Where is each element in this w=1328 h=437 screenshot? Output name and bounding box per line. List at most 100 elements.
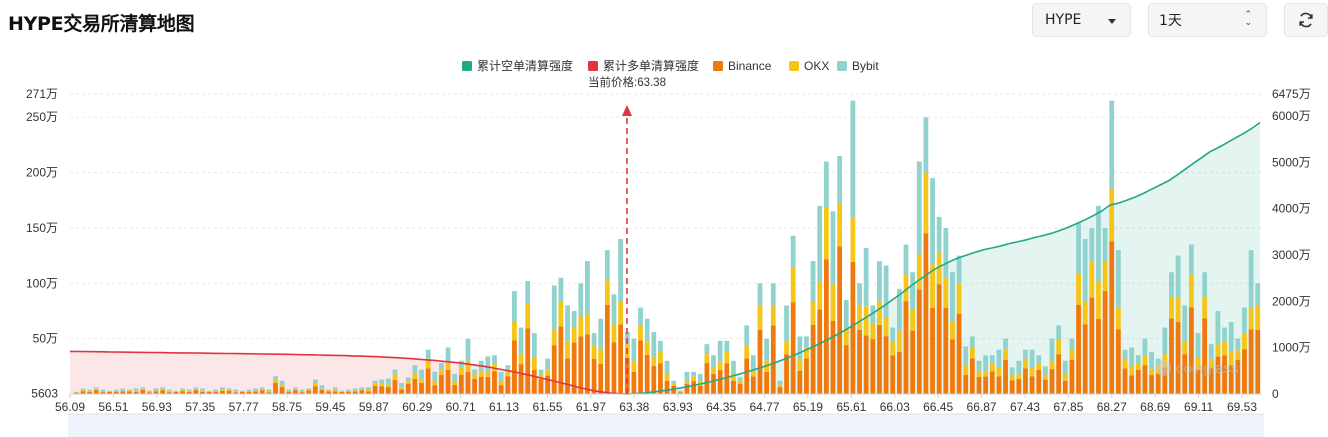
bar-segment-bybit — [684, 371, 690, 381]
bar-segment-okx — [259, 388, 265, 391]
bar-segment-okx — [890, 340, 896, 356]
x-axis-tick-label: 65.19 — [793, 400, 823, 414]
bar-segment-bybit — [1182, 305, 1188, 341]
bar-segment-bybit — [120, 388, 126, 391]
bar-segment-bybit — [531, 333, 537, 358]
watermark: coinglass — [1155, 360, 1239, 377]
bar-segment-binance — [671, 385, 677, 394]
bar-segment-bybit — [160, 387, 166, 389]
bar-segment-bybit — [233, 389, 239, 392]
bar-segment-bybit — [903, 244, 909, 275]
bar-segment-binance — [452, 385, 458, 394]
bar-segment-okx — [565, 340, 570, 359]
bar-segment-binance — [1042, 379, 1048, 394]
bar-segment-okx — [923, 172, 929, 234]
bar-segment-okx — [651, 356, 657, 367]
bar-segment-okx — [684, 380, 690, 385]
bar-segment-okx — [837, 203, 843, 247]
left-axis-tick: 271万 — [26, 87, 58, 101]
bar-segment-okx — [638, 324, 643, 341]
right-axis-tick: 5000万 — [1272, 155, 1311, 169]
bar-segment-binance — [512, 340, 517, 394]
bar-segment-binance — [684, 384, 690, 394]
bar-segment-binance — [206, 391, 212, 394]
bar-segment-binance — [558, 326, 564, 394]
bar-segment-binance — [1135, 369, 1141, 394]
refresh-icon — [1299, 12, 1313, 28]
updown-chevron-icon: ⌃ ⌄ — [1244, 10, 1252, 28]
bar-segment-bybit — [1235, 338, 1241, 350]
bar-segment-bybit — [74, 391, 79, 393]
legend-swatch — [462, 61, 472, 71]
bar-segment-binance — [87, 392, 93, 394]
bar-segment-binance — [1096, 318, 1101, 394]
bar-segment-bybit — [697, 374, 703, 383]
bar-segment-binance — [604, 304, 610, 394]
bar-segment-okx — [173, 391, 179, 392]
bar-segment-bybit — [578, 283, 584, 317]
bar-segment-bybit — [352, 388, 358, 391]
bar-segment-binance — [120, 391, 126, 394]
bar-segment-binance — [591, 358, 597, 394]
bar-segment-okx — [969, 347, 975, 359]
bar-segment-binance — [1115, 329, 1121, 394]
bar-segment-bybit — [472, 369, 477, 375]
bar-segment-bybit — [200, 388, 205, 391]
bar-segment-binance — [299, 392, 305, 394]
bar-segment-bybit — [366, 387, 371, 391]
bar-segment-okx — [1122, 358, 1128, 369]
bar-segment-bybit — [1149, 351, 1154, 369]
bar-segment-binance — [1228, 365, 1234, 394]
bar-segment-bybit — [1062, 360, 1068, 375]
bar-segment-binance — [286, 392, 292, 394]
coin-select[interactable]: HYPE — [1032, 3, 1131, 37]
legend-swatch — [713, 61, 723, 71]
timeframe-select[interactable]: 1天 ⌃ ⌄ — [1148, 3, 1267, 37]
bar-segment-okx — [492, 363, 497, 372]
bar-segment-bybit — [545, 358, 550, 370]
bar-segment-binance — [425, 368, 431, 394]
bar-segment-binance — [1029, 376, 1035, 394]
bar-segment-okx — [299, 391, 305, 393]
bar-segment-bybit — [631, 338, 637, 361]
bar-segment-binance — [180, 391, 185, 394]
bar-segment-binance — [279, 387, 285, 394]
bar-segment-okx — [147, 391, 152, 393]
bar-segment-binance — [823, 259, 829, 394]
x-axis-tick-label: 66.87 — [967, 400, 997, 414]
bar-segment-binance — [213, 391, 219, 394]
bar-segment-okx — [591, 345, 597, 359]
bar-segment-okx — [392, 374, 398, 380]
bar-segment-okx — [293, 388, 298, 391]
bar-segment-binance — [107, 391, 112, 394]
bar-segment-binance — [1215, 356, 1221, 394]
bar-segment-bybit — [936, 216, 942, 253]
bar-segment-binance — [551, 345, 557, 394]
bar-segment-binance — [492, 371, 497, 394]
bar-segment-okx — [870, 323, 876, 340]
bar-segment-bybit — [319, 385, 325, 389]
bar-segment-binance — [857, 329, 862, 394]
bar-segment-okx — [790, 267, 796, 303]
bar-segment-okx — [1082, 301, 1088, 325]
bar-segment-bybit — [399, 382, 404, 388]
bar-segment-okx — [538, 374, 544, 379]
bar-segment-okx — [817, 281, 823, 310]
bar-segment-bybit — [777, 380, 783, 385]
bar-segment-bybit — [704, 344, 710, 355]
bar-segment-binance — [750, 376, 756, 394]
bar-segment-okx — [857, 305, 862, 330]
legend-swatch — [837, 61, 847, 71]
bar-segment-binance — [817, 309, 823, 394]
zoom-slider[interactable] — [68, 413, 1264, 437]
bar-segment-binance — [1222, 355, 1227, 394]
bar-segment-bybit — [611, 294, 617, 325]
bar-segment-okx — [797, 359, 803, 371]
bar-segment-okx — [518, 354, 524, 365]
bar-segment-bybit — [93, 387, 99, 389]
bar-segment-binance — [770, 325, 776, 394]
bar-segment-binance — [538, 378, 544, 394]
bar-segment-bybit — [220, 387, 225, 391]
bar-segment-okx — [206, 391, 212, 392]
x-axis-tick-label: 57.77 — [229, 400, 259, 414]
